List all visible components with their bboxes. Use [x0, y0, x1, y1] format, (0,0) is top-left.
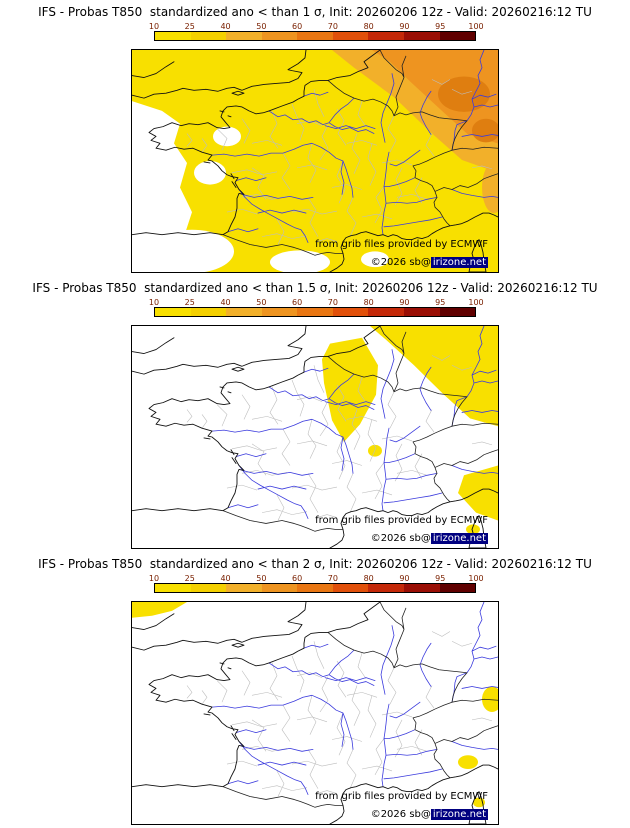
copyright-domain: irizone.net	[430, 533, 488, 544]
colorbar-tick: 90	[399, 574, 410, 583]
panel-sigma1: IFS - Probas T850 standardized ano < tha…	[0, 0, 630, 276]
colorbar-tick: 90	[399, 298, 410, 307]
colorbar-tick: 60	[292, 298, 303, 307]
colorbar-segment	[155, 32, 191, 40]
colorbar-tick: 90	[399, 22, 410, 31]
colorbar-tick: 10	[148, 574, 160, 583]
colorbar-tick: 95	[435, 22, 446, 31]
colorbar-tick: 80	[363, 22, 374, 31]
colorbar-segment	[226, 308, 262, 316]
colorbar-tick: 70	[327, 574, 338, 583]
colorbar-segment	[261, 32, 298, 40]
colorbar-segment	[155, 308, 191, 316]
colorbar-tick: 60	[292, 22, 303, 31]
colorbar-tick: 50	[256, 298, 267, 307]
colorbar-segment	[155, 584, 191, 592]
ecmwf-credit: from grib files provided by ECMWF	[315, 239, 488, 250]
panel-title: IFS - Probas T850 standardized ano < tha…	[38, 5, 592, 19]
colorbar-segment	[226, 584, 262, 592]
colorbar-tick: 100	[468, 298, 484, 307]
colorbar: 10 25 40 50 60 70 80 90 95 100	[149, 22, 484, 41]
colorbar-tick: 10	[148, 298, 160, 307]
colorbar-tick: 80	[363, 298, 374, 307]
colorbar-segment	[297, 308, 333, 316]
colorbar-tick: 60	[292, 574, 303, 583]
panel-title: IFS - Probas T850 standardized ano < tha…	[32, 281, 598, 295]
colorbar-segment	[190, 308, 227, 316]
colorbar-segment	[190, 584, 227, 592]
colorbar-tick: 50	[256, 574, 267, 583]
colorbar-segment	[332, 32, 369, 40]
colorbar-tick: 25	[184, 574, 195, 583]
ecmwf-credit: from grib files provided by ECMWF	[315, 791, 488, 802]
copyright-domain: irizone.net	[430, 809, 488, 820]
colorbar-segment	[261, 308, 298, 316]
colorbar-tick: 10	[148, 22, 160, 31]
colorbar-tick: 70	[327, 22, 338, 31]
colorbar-segment	[403, 584, 440, 592]
colorbar-segment	[439, 584, 476, 592]
colorbar: 10 25 40 50 60 70 80 90 95 100	[149, 574, 484, 593]
copyright-prefix: ©2026 sb@	[370, 533, 431, 544]
colorbar-swatches	[154, 307, 476, 317]
colorbar-segment	[332, 308, 369, 316]
colorbar-segment	[190, 32, 227, 40]
copyright: ©2026 sb@ irizone.net	[371, 809, 488, 820]
panel-title: IFS - Probas T850 standardized ano < tha…	[38, 557, 592, 571]
copyright-prefix: ©2026 sb@	[370, 809, 431, 820]
colorbar-tick: 40	[220, 574, 231, 583]
colorbar-tick: 40	[220, 22, 231, 31]
copyright: ©2026 sb@ irizone.net	[371, 257, 488, 268]
colorbar-tick: 100	[468, 574, 484, 583]
copyright-domain: irizone.net	[430, 257, 488, 268]
colorbar-tick: 80	[363, 574, 374, 583]
colorbar-segment	[439, 32, 476, 40]
colorbar-segment	[368, 32, 404, 40]
colorbar-tick: 50	[256, 22, 267, 31]
colorbar-segment	[297, 32, 333, 40]
colorbar-tick: 95	[435, 574, 446, 583]
colorbar-segment	[226, 32, 262, 40]
colorbar: 10 25 40 50 60 70 80 90 95 100	[149, 298, 484, 317]
colorbar-segment	[439, 308, 476, 316]
colorbar-segment	[368, 308, 404, 316]
colorbar-tick: 100	[468, 22, 484, 31]
ecmwf-credit: from grib files provided by ECMWF	[315, 515, 488, 526]
map-sigma1: from grib files provided by ECMWF ©2026 …	[131, 49, 499, 273]
colorbar-tick: 25	[184, 22, 195, 31]
colorbar-segment	[332, 584, 369, 592]
colorbar-tick: 25	[184, 298, 195, 307]
colorbar-ticks: 10 25 40 50 60 70 80 90 95 100	[149, 298, 484, 307]
colorbar-segment	[261, 584, 298, 592]
colorbar-tick: 40	[220, 298, 231, 307]
colorbar-segment	[297, 584, 333, 592]
copyright-prefix: ©2026 sb@	[370, 257, 431, 268]
panel-sigma1-5: IFS - Probas T850 standardized ano < tha…	[0, 276, 630, 552]
map-sigma1-5: from grib files provided by ECMWF ©2026 …	[131, 325, 499, 549]
map-sigma2: from grib files provided by ECMWF ©2026 …	[131, 601, 499, 825]
colorbar-swatches	[154, 31, 476, 41]
panel-sigma2: IFS - Probas T850 standardized ano < tha…	[0, 552, 630, 828]
colorbar-tick: 95	[435, 298, 446, 307]
colorbar-ticks: 10 25 40 50 60 70 80 90 95 100	[149, 22, 484, 31]
copyright: ©2026 sb@ irizone.net	[371, 533, 488, 544]
colorbar-ticks: 10 25 40 50 60 70 80 90 95 100	[149, 574, 484, 583]
colorbar-segment	[403, 32, 440, 40]
colorbar-segment	[368, 584, 404, 592]
colorbar-tick: 70	[327, 298, 338, 307]
colorbar-swatches	[154, 583, 476, 593]
colorbar-segment	[403, 308, 440, 316]
